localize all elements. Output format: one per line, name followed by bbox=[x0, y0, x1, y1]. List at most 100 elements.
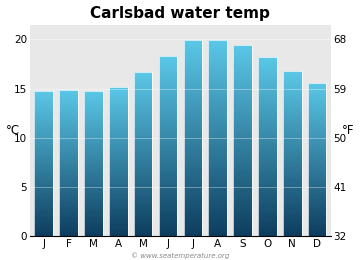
Bar bbox=[84, 153, 103, 154]
Bar bbox=[184, 148, 202, 150]
Bar bbox=[283, 122, 302, 123]
Bar bbox=[134, 205, 152, 206]
Bar bbox=[208, 132, 227, 133]
Bar bbox=[134, 125, 152, 127]
Bar bbox=[283, 132, 302, 133]
Bar bbox=[109, 128, 127, 129]
Bar bbox=[184, 151, 202, 153]
Bar bbox=[308, 213, 327, 215]
Bar bbox=[134, 158, 152, 160]
Bar bbox=[308, 130, 327, 131]
Bar bbox=[233, 209, 252, 211]
Bar bbox=[35, 200, 53, 201]
Bar bbox=[258, 139, 277, 141]
Bar bbox=[258, 121, 277, 123]
Bar bbox=[233, 127, 252, 128]
Bar bbox=[283, 134, 302, 136]
Bar bbox=[35, 103, 53, 104]
Bar bbox=[283, 217, 302, 218]
Bar bbox=[233, 93, 252, 95]
Bar bbox=[258, 216, 277, 217]
Bar bbox=[308, 231, 327, 233]
Bar bbox=[308, 208, 327, 210]
Bar bbox=[233, 152, 252, 154]
Bar bbox=[184, 89, 202, 91]
Bar bbox=[283, 118, 302, 119]
Bar bbox=[134, 98, 152, 99]
Bar bbox=[184, 158, 202, 160]
Bar bbox=[134, 231, 152, 232]
Bar bbox=[208, 153, 227, 155]
Bar bbox=[208, 143, 227, 145]
Bar bbox=[109, 213, 127, 214]
Bar bbox=[258, 192, 277, 193]
Bar bbox=[258, 72, 277, 74]
Bar bbox=[59, 164, 78, 165]
Bar bbox=[35, 131, 53, 132]
Bar bbox=[208, 104, 227, 106]
Bar bbox=[208, 150, 227, 151]
Bar bbox=[59, 224, 78, 225]
Bar bbox=[35, 180, 53, 182]
Bar bbox=[35, 216, 53, 217]
Bar bbox=[59, 124, 78, 125]
Bar bbox=[134, 166, 152, 168]
Bar bbox=[134, 216, 152, 217]
Bar bbox=[159, 97, 177, 98]
Bar bbox=[35, 225, 53, 227]
Bar bbox=[59, 156, 78, 157]
Bar bbox=[208, 207, 227, 209]
Bar bbox=[84, 162, 103, 164]
Bar bbox=[208, 220, 227, 222]
Bar bbox=[59, 229, 78, 230]
Bar bbox=[134, 230, 152, 231]
Bar bbox=[159, 176, 177, 178]
Bar bbox=[84, 182, 103, 183]
Bar bbox=[258, 144, 277, 145]
Bar bbox=[308, 135, 327, 137]
Bar bbox=[84, 148, 103, 149]
Bar bbox=[208, 60, 227, 62]
Bar bbox=[184, 106, 202, 107]
Bar bbox=[208, 163, 227, 165]
Bar bbox=[134, 139, 152, 140]
Bar bbox=[159, 224, 177, 226]
Bar bbox=[159, 133, 177, 134]
Bar bbox=[233, 61, 252, 63]
Bar bbox=[159, 98, 177, 100]
Bar bbox=[109, 173, 127, 174]
Bar bbox=[184, 99, 202, 101]
Bar bbox=[35, 172, 53, 173]
Bar bbox=[283, 100, 302, 101]
Bar bbox=[59, 97, 78, 98]
Bar bbox=[308, 83, 327, 236]
Bar bbox=[84, 218, 103, 219]
Bar bbox=[59, 206, 78, 207]
Bar bbox=[283, 184, 302, 185]
Bar bbox=[35, 148, 53, 149]
Bar bbox=[308, 139, 327, 140]
Bar bbox=[134, 119, 152, 120]
Bar bbox=[283, 93, 302, 94]
Bar bbox=[109, 141, 127, 143]
Bar bbox=[283, 147, 302, 148]
Bar bbox=[308, 83, 327, 84]
Bar bbox=[283, 166, 302, 167]
Bar bbox=[109, 190, 127, 192]
Bar bbox=[208, 135, 227, 137]
Bar bbox=[109, 95, 127, 97]
Bar bbox=[283, 203, 302, 205]
Bar bbox=[84, 90, 103, 236]
Bar bbox=[184, 184, 202, 186]
Bar bbox=[159, 146, 177, 148]
Bar bbox=[184, 67, 202, 68]
Bar bbox=[258, 147, 277, 148]
Bar bbox=[35, 126, 53, 127]
Bar bbox=[109, 209, 127, 210]
Bar bbox=[233, 229, 252, 230]
Bar bbox=[59, 150, 78, 151]
Bar bbox=[184, 86, 202, 88]
Bar bbox=[184, 47, 202, 48]
Bar bbox=[208, 43, 227, 45]
Bar bbox=[35, 232, 53, 233]
